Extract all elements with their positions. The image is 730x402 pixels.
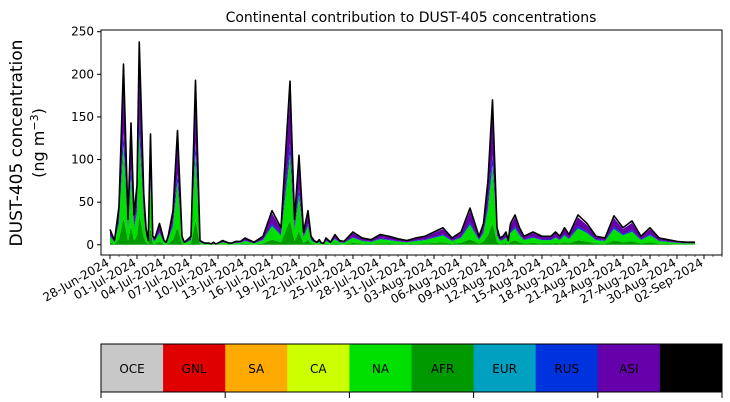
plot-frame xyxy=(100,29,723,256)
legend-swatch-ca xyxy=(287,344,350,392)
legend-swatch-aus xyxy=(659,344,723,392)
legend-colorbar: OCE GNL SA CA NA AFR EUR RUS ASI AUS xyxy=(100,343,723,398)
y-axis-label-line2: (ng m−3) xyxy=(28,108,48,178)
y-tick-label: 100 xyxy=(71,153,94,167)
legend-label-asi: ASI xyxy=(619,362,638,376)
legend-label-afr: AFR xyxy=(431,362,454,376)
total-line xyxy=(109,41,695,245)
legend-label-eur: EUR xyxy=(492,362,517,376)
chart-title: Continental contribution to DUST-405 con… xyxy=(226,10,597,26)
legend-swatch-na xyxy=(349,344,412,392)
y-tick-label: 150 xyxy=(71,110,94,124)
x-axis: 28-Jun-202401-Jul-202404-Jul-202407-Jul-… xyxy=(41,255,723,306)
y-tick-label: 250 xyxy=(71,25,94,39)
legend-label-na: NA xyxy=(372,362,390,376)
legend-swatch-asi xyxy=(597,344,661,392)
plot-area xyxy=(109,41,695,245)
legend-swatch-afr xyxy=(411,344,475,392)
legend-swatch-oce xyxy=(101,344,164,392)
legend-frame xyxy=(100,343,723,393)
y-axis-label-line1: DUST-405 concentration xyxy=(7,40,27,247)
legend-label-sa: SA xyxy=(248,362,265,376)
legend-label-gnl: GNL xyxy=(182,362,207,376)
legend-swatch-gnl xyxy=(163,344,226,392)
y-tick-label: 0 xyxy=(86,238,94,252)
legend-label-aus: AUS xyxy=(679,362,704,376)
legend-swatch-sa xyxy=(225,344,288,392)
legend-swatch-eur xyxy=(473,344,537,392)
y-axis-label: DUST-405 concentration (ng m−3) xyxy=(7,40,48,247)
legend-label-rus: RUS xyxy=(554,362,579,376)
y-tick-label: 50 xyxy=(79,195,94,209)
legend-swatch-rus xyxy=(535,344,599,392)
y-axis: 0 50 100 150 200 250 xyxy=(71,25,101,252)
y-tick-label: 200 xyxy=(71,67,94,81)
legend-label-oce: OCE xyxy=(119,362,144,376)
legend-label-ca: CA xyxy=(310,362,327,376)
